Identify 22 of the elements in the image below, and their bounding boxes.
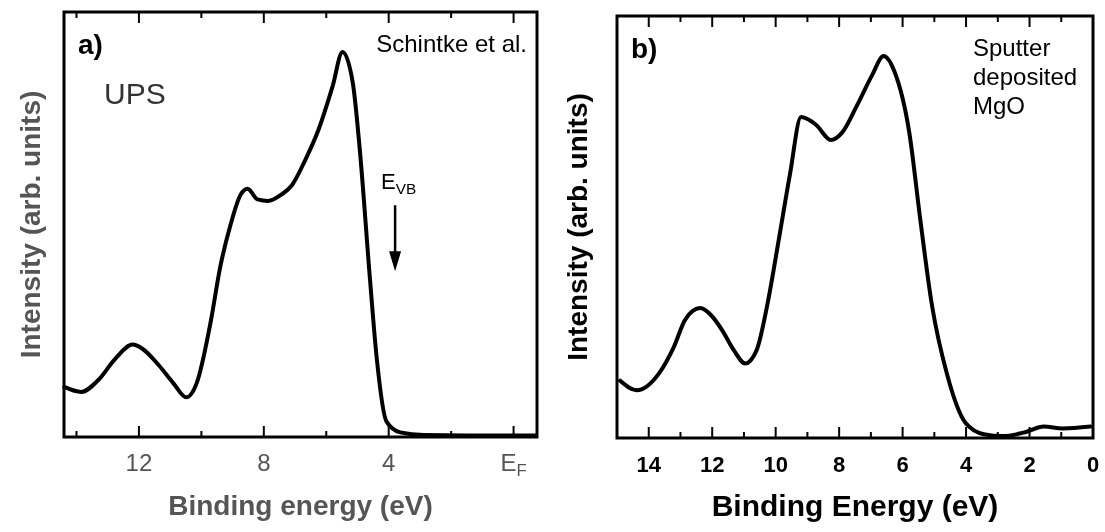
x-tick-label: E$_{F}$ — [500, 449, 527, 481]
x-axis-title: Binding energy (eV) — [168, 490, 433, 521]
x-tick-label: 12 — [125, 449, 153, 476]
x-tick-label: 4 — [382, 449, 396, 476]
annotation: Sputter deposited MgO — [973, 34, 1078, 119]
x-tick-label: 14 — [636, 452, 662, 477]
x-tick-label: 10 — [763, 452, 788, 477]
annotation: a) — [78, 29, 103, 60]
x-tick-label: 8 — [833, 452, 846, 477]
annotation: b) — [631, 33, 658, 64]
y-axis-title: Intensity (arb. units) — [562, 93, 593, 361]
x-tick-label: 2 — [1023, 452, 1036, 477]
annotation: E$_{VB}$ — [381, 169, 417, 197]
y-axis-title: Intensity (arb. units) — [15, 90, 46, 359]
x-tick-label: 8 — [257, 449, 271, 476]
annotation: Schintke et al. — [376, 30, 527, 57]
x-axis-title: Binding Energy (eV) — [711, 489, 999, 522]
annotation: UPS — [104, 77, 166, 110]
x-tick-label: 6 — [896, 452, 909, 477]
x-tick-label: 12 — [699, 452, 725, 477]
x-tick-label: 4 — [959, 452, 973, 477]
x-tick-label: 0 — [1086, 452, 1100, 477]
